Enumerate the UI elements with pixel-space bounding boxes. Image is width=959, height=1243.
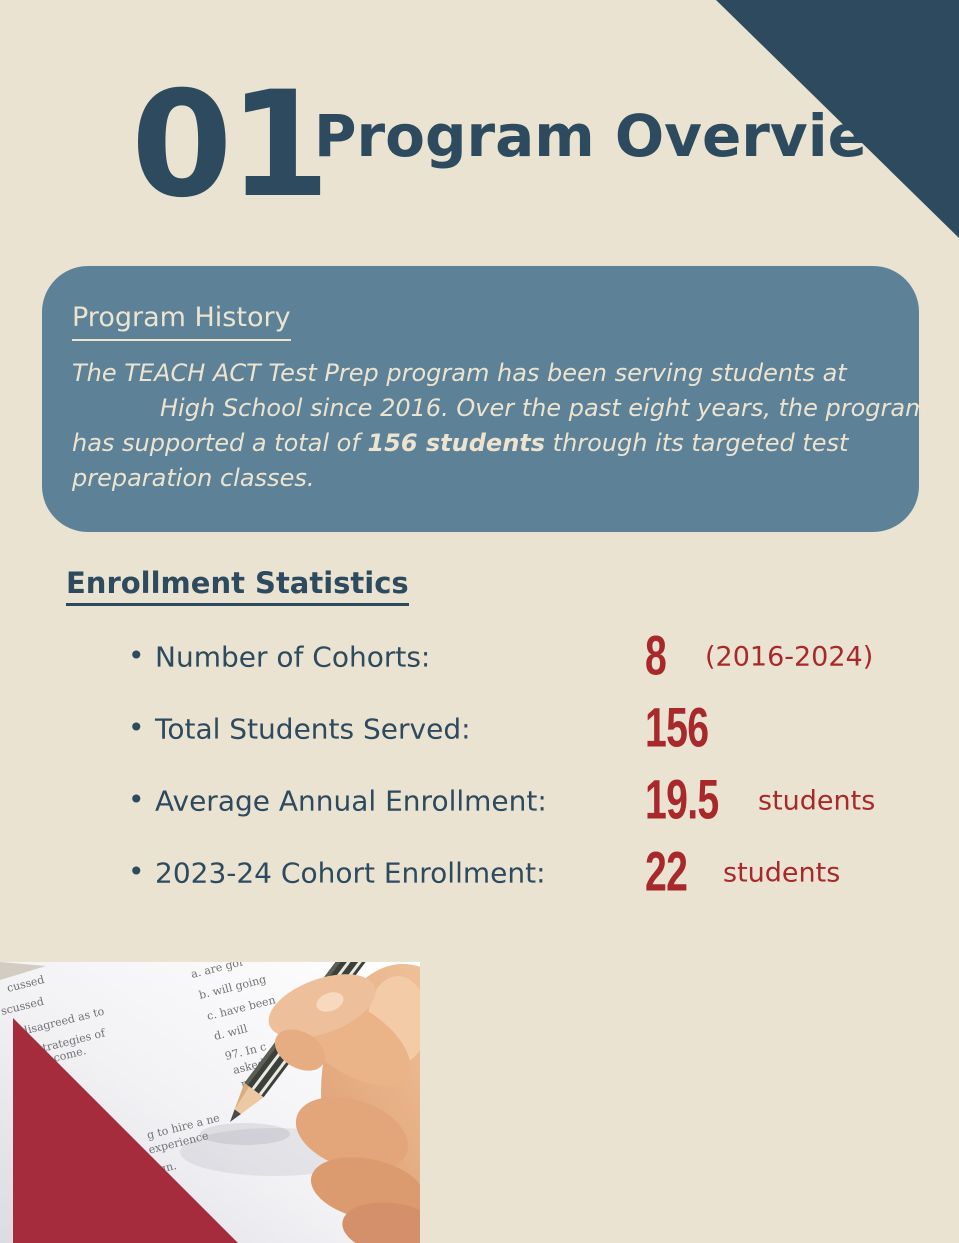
stat-row-average-enrollment: • Average Annual Enrollment: 19.5 studen… bbox=[0, 765, 959, 837]
history-line-2: High School since 2016. Over the past ei… bbox=[160, 394, 929, 423]
stat-value: 8 bbox=[645, 623, 667, 687]
history-line-3-post: through its targeted test bbox=[545, 429, 849, 458]
stat-value: 156 bbox=[645, 695, 709, 759]
history-line-4: preparation classes. bbox=[72, 464, 315, 493]
thumbnail bbox=[316, 992, 344, 1012]
stat-suffix: students bbox=[723, 857, 841, 889]
history-line-3-pre: has supported a total of bbox=[72, 429, 368, 458]
stats-list: • Number of Cohorts: 8 (2016-2024) • Tot… bbox=[0, 621, 959, 909]
corner-triangle-decoration bbox=[716, 0, 959, 238]
history-paragraph: The TEACH ACT Test Prep program has been… bbox=[72, 356, 929, 496]
stat-value: 19.5 bbox=[645, 767, 719, 831]
pencil-wood-shade bbox=[234, 1082, 250, 1110]
history-line-1: The TEACH ACT Test Prep program has been… bbox=[72, 359, 847, 388]
bullet-icon: • bbox=[128, 638, 145, 672]
photo-red-triangle bbox=[13, 1018, 238, 1243]
history-heading: Program History bbox=[72, 302, 291, 342]
stat-value: 22 bbox=[645, 839, 688, 903]
program-history-card: Program History The TEACH ACT Test Prep … bbox=[42, 266, 929, 532]
history-line-3: has supported a total of 156 students th… bbox=[72, 426, 889, 461]
stat-label: Average Annual Enrollment: bbox=[155, 784, 547, 818]
stat-label: 2023-24 Cohort Enrollment: bbox=[155, 856, 546, 890]
middle-finger bbox=[295, 1097, 409, 1171]
bullet-icon: • bbox=[128, 710, 145, 744]
stat-row-total-students: • Total Students Served: 156 bbox=[0, 693, 959, 765]
pencil-graphite-tip bbox=[230, 1109, 242, 1122]
paper-edge bbox=[0, 962, 46, 980]
bullet-icon: • bbox=[128, 854, 145, 888]
history-line-3-bold: 156 students bbox=[367, 429, 546, 458]
section-number: 01 bbox=[131, 60, 330, 230]
pencil-shadow bbox=[200, 1123, 290, 1145]
stat-label: Total Students Served: bbox=[155, 712, 471, 746]
stat-suffix: (2016-2024) bbox=[705, 641, 874, 673]
bullet-icon: • bbox=[128, 782, 145, 816]
pinky-finger bbox=[342, 1202, 420, 1243]
thumb-grip bbox=[268, 974, 376, 1071]
stat-label: Number of Cohorts: bbox=[155, 640, 431, 674]
page-title: Program Overview bbox=[314, 102, 921, 170]
index-fingertip bbox=[274, 1029, 326, 1071]
stat-suffix: students bbox=[758, 785, 876, 817]
stats-heading: Enrollment Statistics bbox=[66, 566, 409, 606]
test-prep-photo-svg: cussed scussed disagreed as to strategie… bbox=[0, 962, 420, 1243]
test-prep-photo: cussed scussed disagreed as to strategie… bbox=[0, 962, 420, 1243]
stat-row-2023-24-enrollment: • 2023-24 Cohort Enrollment: 22 students bbox=[0, 837, 959, 909]
stat-row-cohorts: • Number of Cohorts: 8 (2016-2024) bbox=[0, 621, 959, 693]
